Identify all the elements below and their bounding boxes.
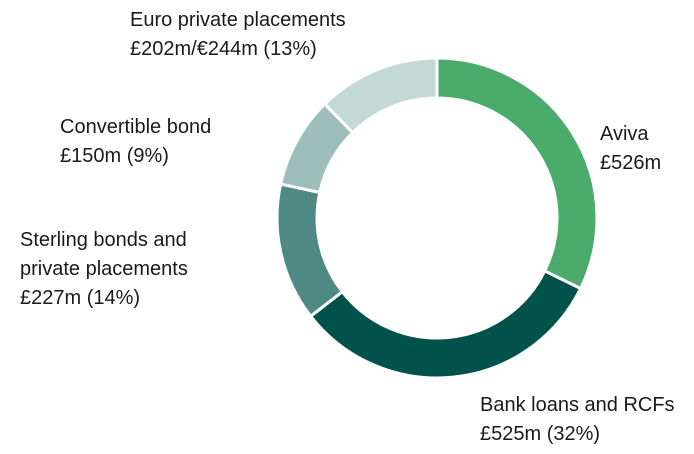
category-label: Aviva [600, 123, 649, 145]
value-label: £525m (32%) [480, 423, 601, 445]
donut-slice [308, 268, 583, 380]
value-label: £227m (14%) [20, 287, 141, 309]
donut-slice [322, 56, 439, 135]
category-label: Euro private placements [130, 9, 346, 31]
donut-slice [275, 182, 345, 319]
label: Sterling bonds and private placements £2… [20, 226, 235, 313]
donut-slice [435, 56, 599, 291]
label: Aviva £526m [600, 120, 690, 178]
value-label: £202m/€244m (13%) [130, 38, 317, 60]
value-label: £150m (9%) [60, 145, 169, 167]
category-label: Bank loans and RCFs [480, 394, 675, 416]
category-label: Sterling bonds and private placements [20, 229, 188, 280]
label: Bank loans and RCFs £525m (32%) [480, 391, 690, 449]
value-label: £526m [600, 152, 662, 174]
label: Euro private placements £202m/€244m (13%… [130, 6, 410, 64]
category-label: Convertible bond [60, 116, 212, 138]
label: Convertible bond £150m (9%) [60, 113, 290, 171]
